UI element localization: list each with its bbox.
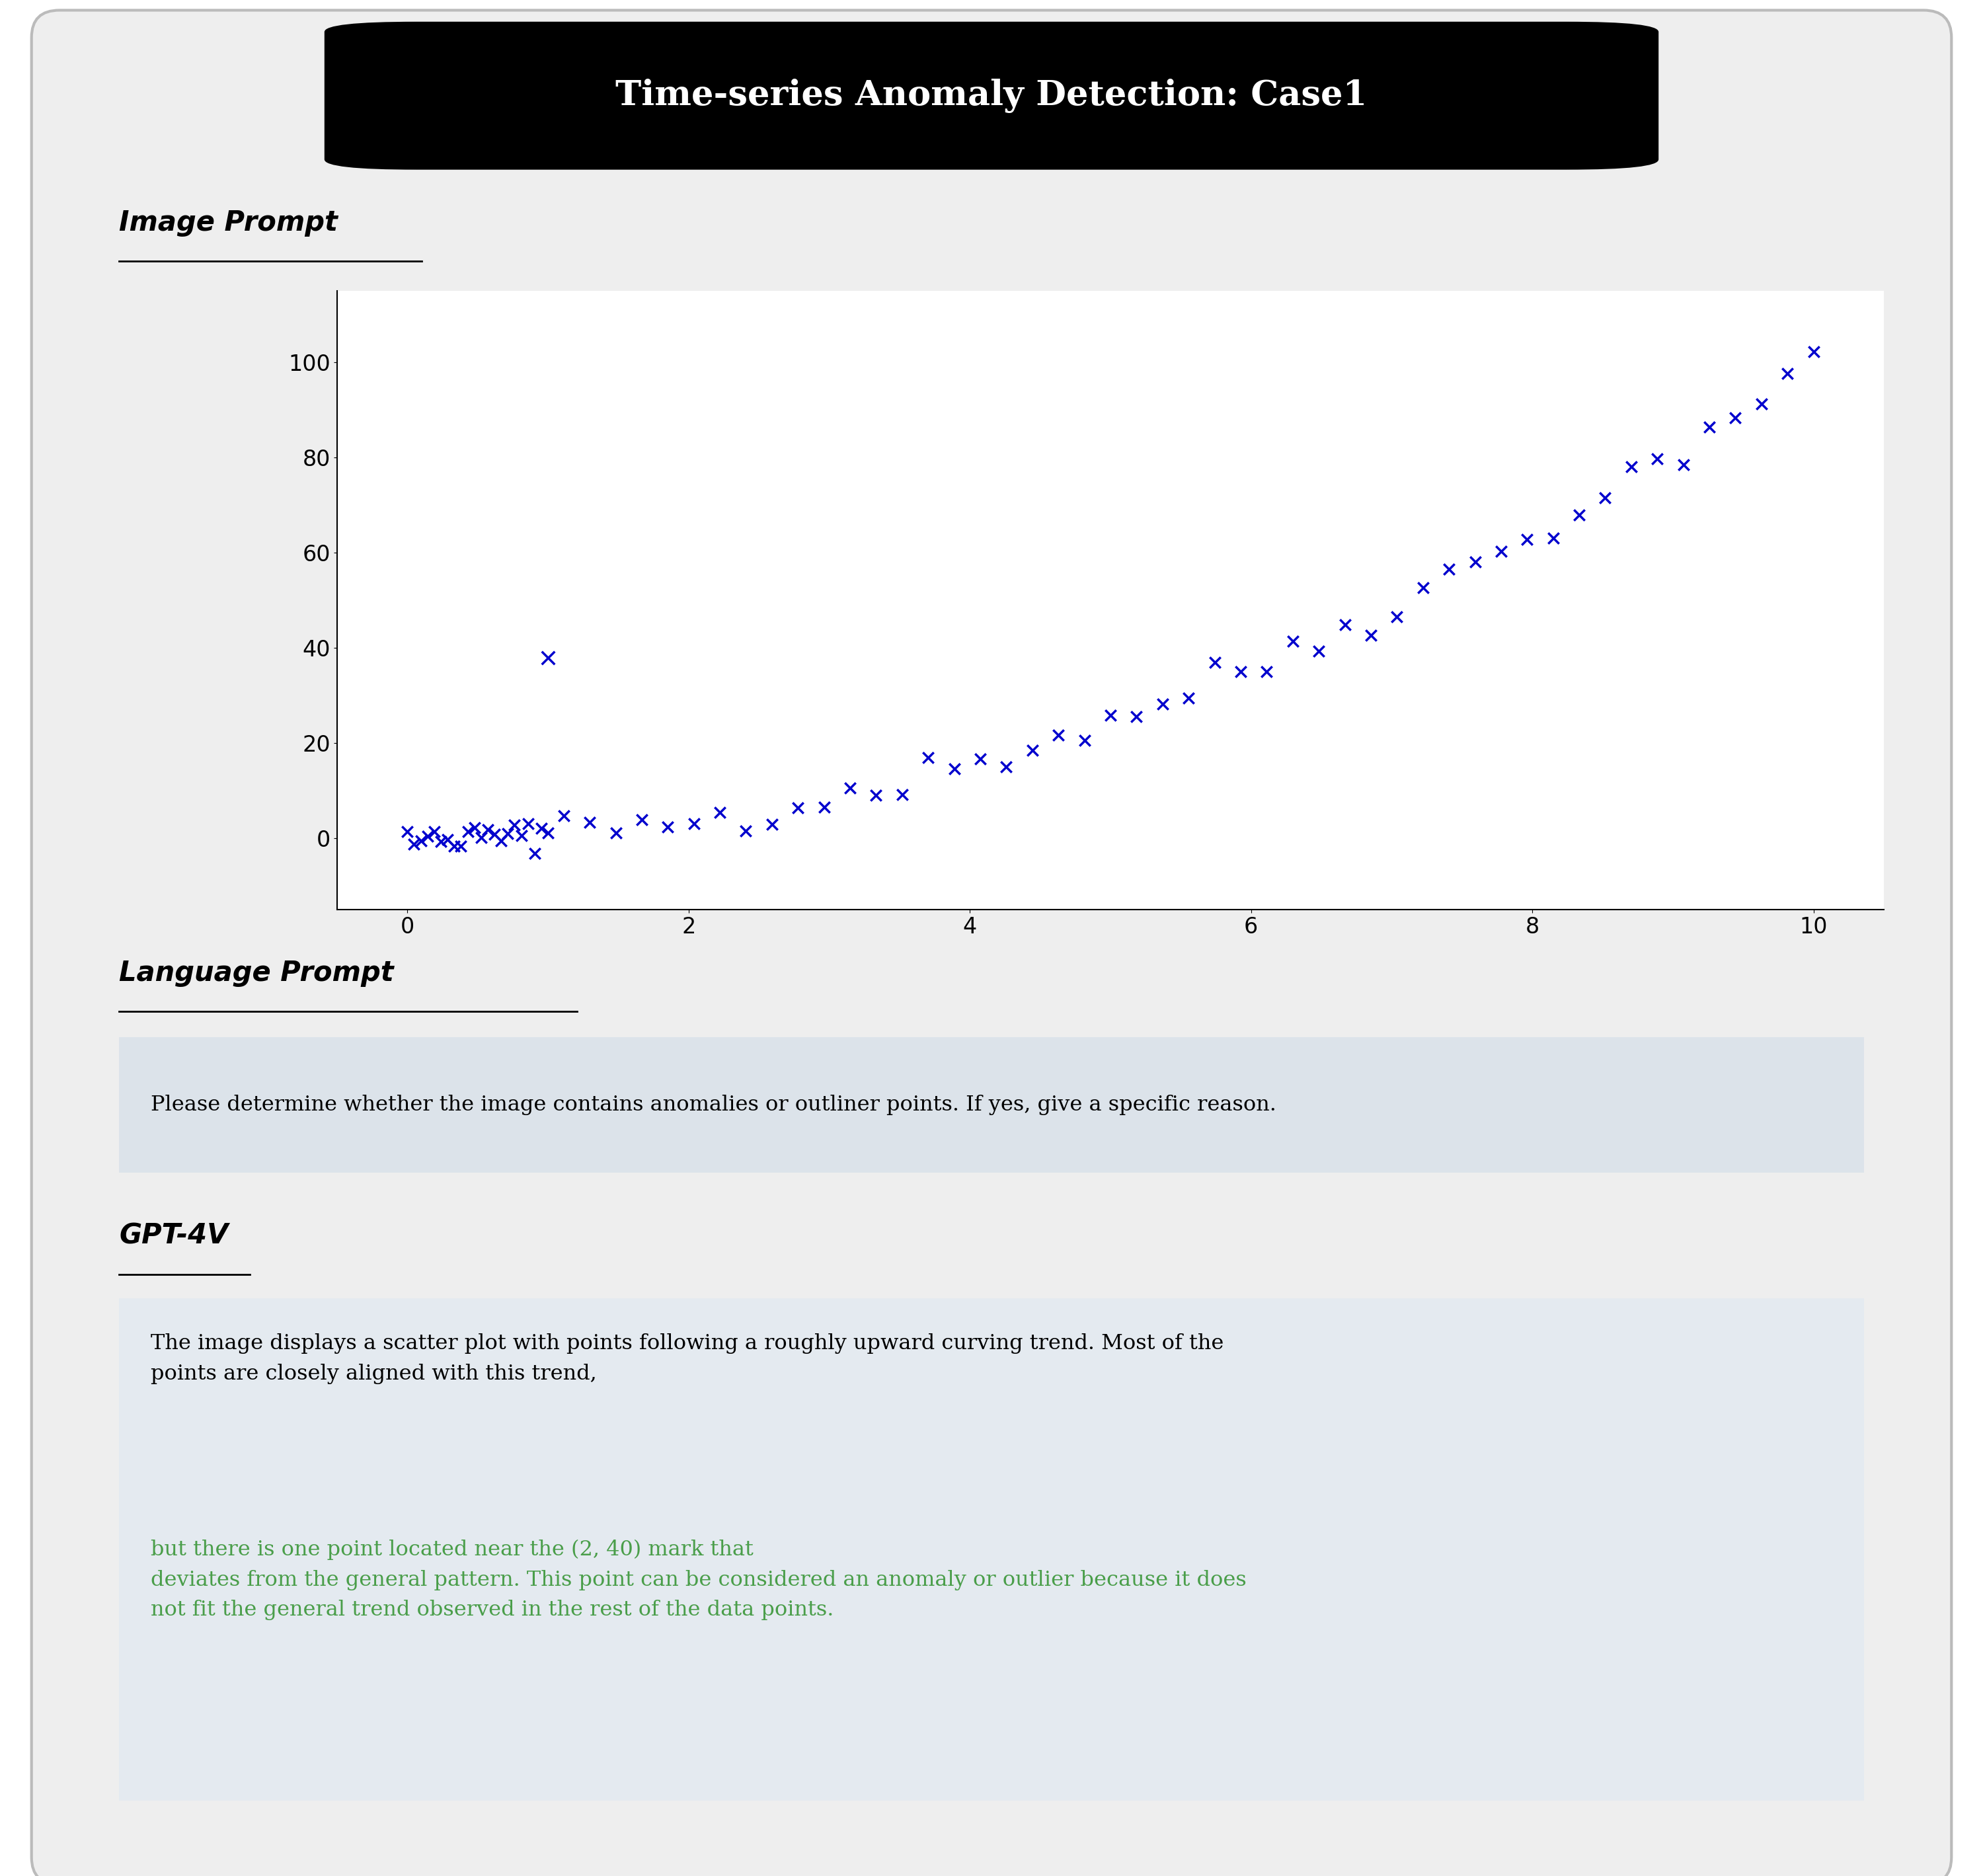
Point (1459, 548, 1491, 578)
Point (1668, 450, 1699, 480)
Text: Image Prompt: Image Prompt (119, 208, 337, 236)
Point (1277, 627, 1309, 657)
Point (756, 809, 787, 839)
Point (405, 825, 436, 855)
Point (704, 797, 736, 827)
Point (1017, 735, 1049, 765)
Point (781, 792, 813, 822)
Point (1069, 726, 1101, 756)
Point (1799, 336, 1830, 366)
Point (912, 743, 944, 773)
Point (1172, 683, 1204, 713)
Point (512, 809, 543, 839)
Point (1303, 636, 1335, 666)
Point (938, 754, 970, 784)
Point (492, 818, 524, 848)
Point (601, 818, 633, 848)
Point (1719, 403, 1751, 433)
Point (486, 825, 518, 855)
Point (990, 752, 1021, 782)
Point (886, 779, 918, 809)
Point (1616, 452, 1648, 482)
Point (1563, 501, 1594, 531)
Point (1120, 702, 1152, 732)
Point (424, 827, 456, 857)
Point (1146, 688, 1178, 719)
Point (627, 805, 658, 835)
FancyBboxPatch shape (32, 9, 1951, 1876)
Text: GPT-4V: GPT-4V (119, 1221, 228, 1249)
Point (1329, 610, 1360, 640)
Point (438, 831, 470, 861)
Point (1225, 657, 1257, 687)
Point (520, 839, 551, 869)
Point (444, 831, 476, 861)
Point (835, 773, 867, 803)
Point (730, 816, 761, 846)
Point (452, 816, 484, 846)
Point (1434, 555, 1465, 585)
Point (458, 812, 490, 842)
Point (498, 810, 529, 840)
Text: The image displays a scatter plot with points following a roughly upward curving: The image displays a scatter plot with p… (151, 1334, 1224, 1384)
FancyBboxPatch shape (119, 1037, 1864, 1172)
Point (573, 807, 605, 837)
Point (1693, 411, 1725, 441)
Point (1588, 482, 1620, 512)
Point (1354, 621, 1386, 651)
Point (809, 792, 841, 822)
Point (1642, 443, 1674, 473)
Point (1200, 647, 1231, 677)
Point (1511, 525, 1543, 555)
Point (1771, 358, 1803, 388)
Point (861, 780, 892, 810)
Point (391, 816, 422, 846)
Point (678, 809, 710, 839)
Point (418, 816, 450, 846)
Point (531, 818, 563, 848)
Point (531, 642, 563, 672)
Point (1408, 572, 1440, 602)
Text: but there is one point located near the (2, 40) mark that
deviates from the gene: but there is one point located near the … (151, 1540, 1245, 1621)
Point (1251, 657, 1283, 687)
Point (525, 812, 557, 842)
Point (964, 743, 995, 773)
Point (1043, 720, 1075, 750)
Point (1745, 388, 1777, 418)
Point (1380, 602, 1412, 632)
Point (652, 812, 684, 842)
Point (1537, 523, 1569, 553)
FancyBboxPatch shape (119, 1298, 1864, 1801)
Point (432, 824, 464, 854)
Point (478, 820, 510, 850)
Text: Please determine whether the image contains anomalies or outliner points. If yes: Please determine whether the image conta… (151, 1096, 1275, 1114)
Point (412, 822, 444, 852)
Text: Time-series Anomaly Detection: Case1: Time-series Anomaly Detection: Case1 (615, 79, 1368, 113)
Text: Language Prompt: Language Prompt (119, 959, 395, 987)
Point (547, 801, 579, 831)
Point (466, 824, 498, 854)
Point (1485, 537, 1517, 567)
Point (399, 829, 430, 859)
FancyBboxPatch shape (325, 23, 1658, 169)
Point (506, 820, 537, 850)
Point (472, 814, 504, 844)
Point (1095, 700, 1126, 730)
